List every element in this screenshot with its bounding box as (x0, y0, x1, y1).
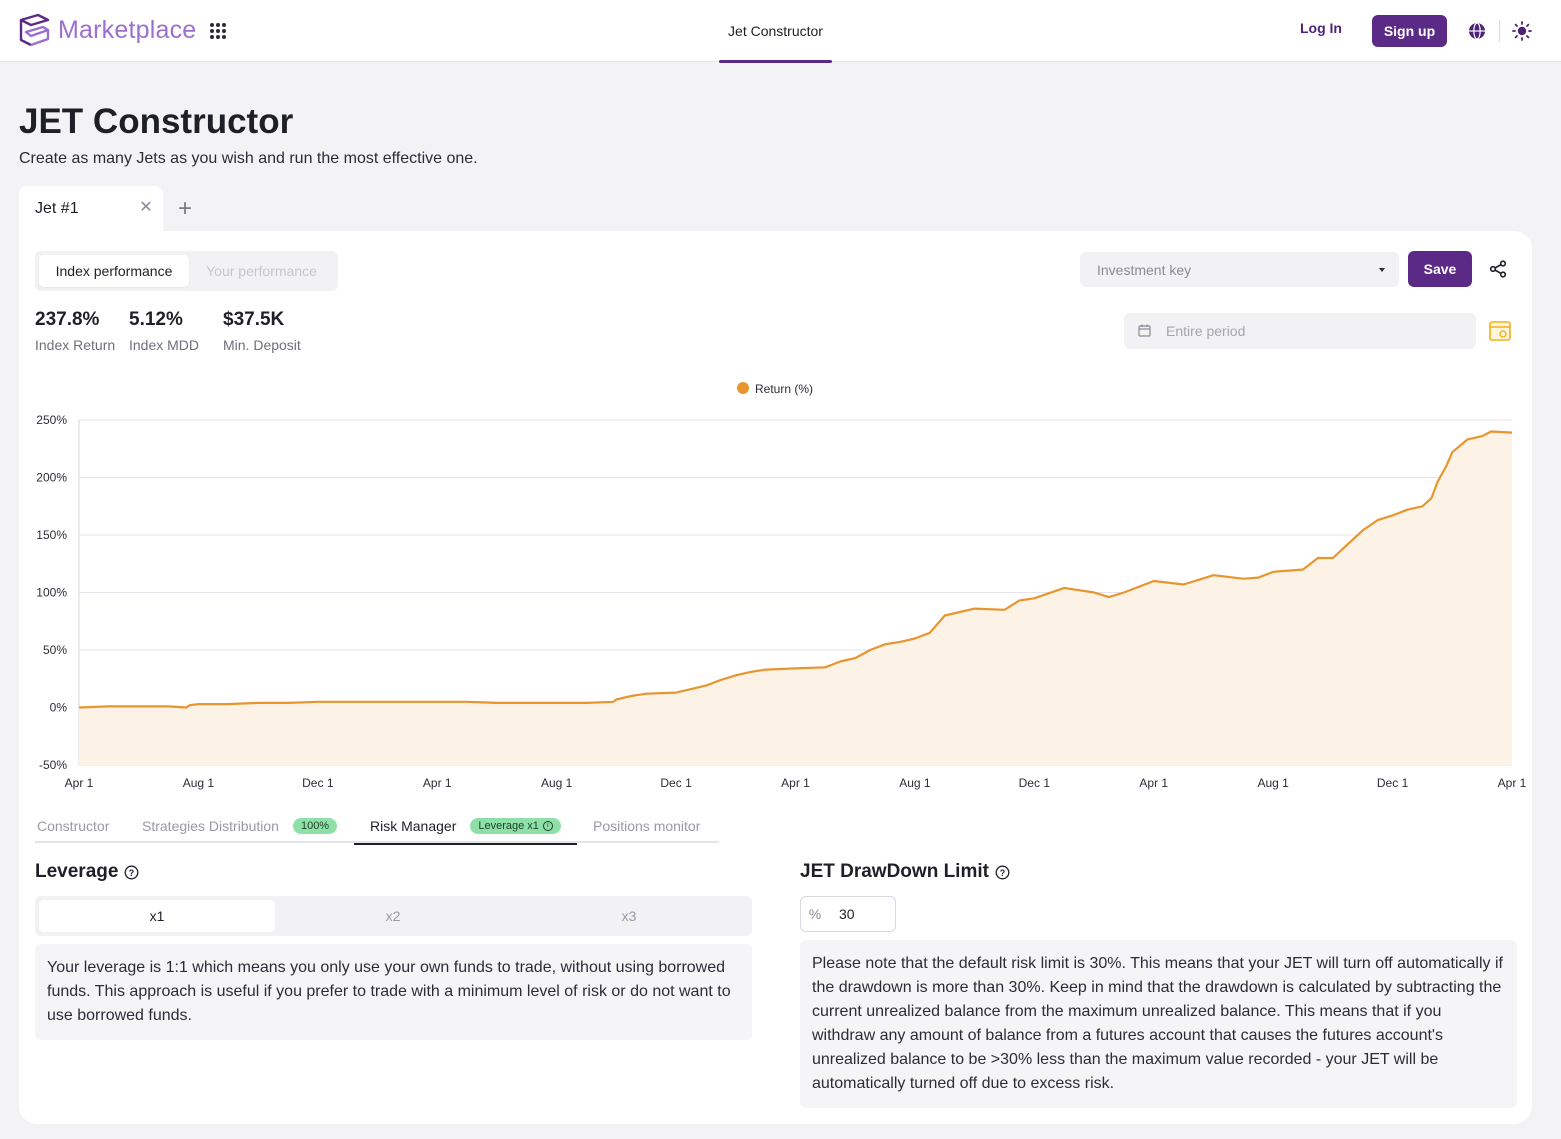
y-tick-label: 0% (50, 701, 68, 715)
help-icon[interactable]: ? (124, 865, 139, 880)
x-tick-label: Apr 1 (1139, 776, 1168, 790)
tab-label: Risk Manager (370, 818, 457, 834)
tab-risk-manager[interactable]: Risk Manager Leverage x1 i (354, 809, 577, 845)
leverage-toggle: x1 x2 x3 (35, 896, 752, 936)
svg-text:?: ? (1000, 868, 1006, 878)
drawdown-value[interactable]: 30 (839, 906, 855, 922)
y-tick-label: 250% (36, 413, 67, 427)
return-line (78, 430, 1513, 709)
return-area (79, 431, 1512, 765)
add-jet-icon[interactable]: + (177, 195, 192, 222)
sun-icon[interactable] (1512, 21, 1532, 41)
stat-value: 5.12% (129, 309, 183, 330)
globe-icon[interactable] (1468, 22, 1486, 40)
x-tick-label: Apr 1 (65, 776, 94, 790)
x-tick-label: Apr 1 (423, 776, 452, 790)
caret-down-icon (1379, 268, 1385, 272)
stat-label: Min. Deposit (223, 337, 301, 353)
jet-tab[interactable]: Jet #1 ✕ (19, 186, 163, 232)
x-tick-label: Dec 1 (1377, 776, 1409, 790)
tab-label: Strategies Distribution (142, 818, 279, 834)
close-icon[interactable]: ✕ (139, 199, 153, 216)
marketplace-logo-icon (19, 13, 50, 47)
return-chart: Return (%) 250% 200% 150% 100% 50% 0% -50% Apr… (19, 376, 1532, 801)
info-icon: i (542, 821, 553, 831)
calendar-picker-icon[interactable] (1489, 320, 1511, 341)
help-icon[interactable]: ? (995, 865, 1010, 880)
save-button[interactable]: Save (1408, 251, 1472, 287)
leverage-option-x3[interactable]: x3 (621, 908, 637, 924)
period-placeholder: Entire period (1166, 323, 1246, 339)
jet-card: Index performance Your performance 237.8… (19, 231, 1532, 1124)
nav-tab-jet-constructor[interactable]: Jet Constructor (719, 0, 832, 63)
top-nav: Marketplace Jet Constructor Log In Sign … (0, 0, 1561, 63)
leverage-option-x2[interactable]: x2 (385, 908, 401, 924)
your-performance-option[interactable]: Your performance (206, 263, 317, 279)
x-tick-label: Aug 1 (183, 776, 215, 790)
stat-index-mdd: 5.12% Index MDD (129, 309, 199, 353)
legend-marker (737, 382, 749, 394)
badge-text: Leverage x1 (478, 820, 539, 832)
y-tick-label: -50% (39, 758, 67, 772)
page-subtitle: Create as many Jets as you wish and run … (19, 150, 478, 167)
leverage-option-x1[interactable]: x1 (39, 900, 275, 932)
drawdown-title-text: JET DrawDown Limit (800, 861, 989, 882)
period-date-input[interactable]: Entire period (1124, 313, 1476, 349)
distribution-badge: 100% (292, 818, 338, 834)
jet-tab-label: Jet #1 (35, 200, 79, 217)
tab-strategies-distribution[interactable]: Strategies Distribution 100% (142, 809, 338, 843)
page-title: JET Constructor (19, 102, 294, 141)
drawdown-title: JET DrawDown Limit ? (800, 861, 1010, 883)
leverage-description: Your leverage is 1:1 which means you onl… (35, 944, 752, 1040)
calendar-icon (1138, 324, 1151, 337)
tab-label: Constructor (37, 818, 110, 834)
return-chart-svg: Return (%) 250% 200% 150% 100% 50% 0% -50% Apr… (36, 382, 1527, 790)
stat-label: Index Return (35, 337, 116, 353)
stat-value: $37.5K (223, 309, 285, 330)
percent-unit: % (808, 906, 822, 922)
brand-name: Marketplace (58, 15, 197, 44)
chart-legend: Return (%) (737, 382, 813, 396)
stat-index-return: 237.8% Index Return (35, 309, 115, 353)
tab-constructor[interactable]: Constructor (37, 809, 109, 843)
brand-logo[interactable]: Marketplace (18, 12, 196, 48)
stat-value: 237.8% (35, 309, 100, 330)
stat-label: Index MDD (129, 337, 200, 353)
badge-text: 100% (300, 820, 330, 832)
x-tick-label: Dec 1 (660, 776, 692, 790)
x-tick-label: Apr 1 (1498, 776, 1527, 790)
x-tick-label: Aug 1 (541, 776, 573, 790)
login-link[interactable]: Log In (1300, 20, 1342, 36)
y-tick-label: 50% (43, 643, 67, 657)
signup-button[interactable]: Sign up (1372, 15, 1447, 47)
x-tick-label: Apr 1 (781, 776, 810, 790)
apps-grid-icon[interactable] (210, 23, 226, 39)
svg-text:?: ? (129, 868, 135, 878)
leverage-title-text: Leverage (35, 861, 119, 882)
y-tick-label: 150% (36, 528, 67, 542)
legend-label: Return (%) (755, 382, 813, 396)
stat-min-deposit: $37.5K Min. Deposit (223, 309, 301, 353)
tab-label: Positions monitor (593, 818, 701, 834)
section-tabs: Constructor Strategies Distribution 100%… (35, 809, 719, 845)
drawdown-description: Please note that the default risk limit … (800, 940, 1517, 1108)
index-performance-option[interactable]: Index performance (39, 255, 189, 287)
nav-divider (1499, 20, 1500, 42)
y-tick-label: 200% (36, 471, 67, 485)
x-tick-label: Aug 1 (899, 776, 931, 790)
investment-key-select[interactable]: Investment key (1080, 252, 1399, 287)
leverage-badge: Leverage x1 i (470, 818, 561, 834)
y-tick-label: 100% (36, 586, 67, 600)
share-icon[interactable] (1489, 260, 1507, 278)
investment-key-placeholder: Investment key (1097, 261, 1192, 278)
drawdown-limit-input[interactable]: % 30 (800, 896, 896, 932)
performance-toggle: Index performance Your performance (35, 251, 338, 291)
x-tick-label: Dec 1 (1019, 776, 1051, 790)
tab-positions-monitor[interactable]: Positions monitor (593, 809, 700, 843)
leverage-title: Leverage ? (35, 861, 139, 883)
x-tick-label: Dec 1 (302, 776, 334, 790)
x-tick-label: Aug 1 (1257, 776, 1289, 790)
